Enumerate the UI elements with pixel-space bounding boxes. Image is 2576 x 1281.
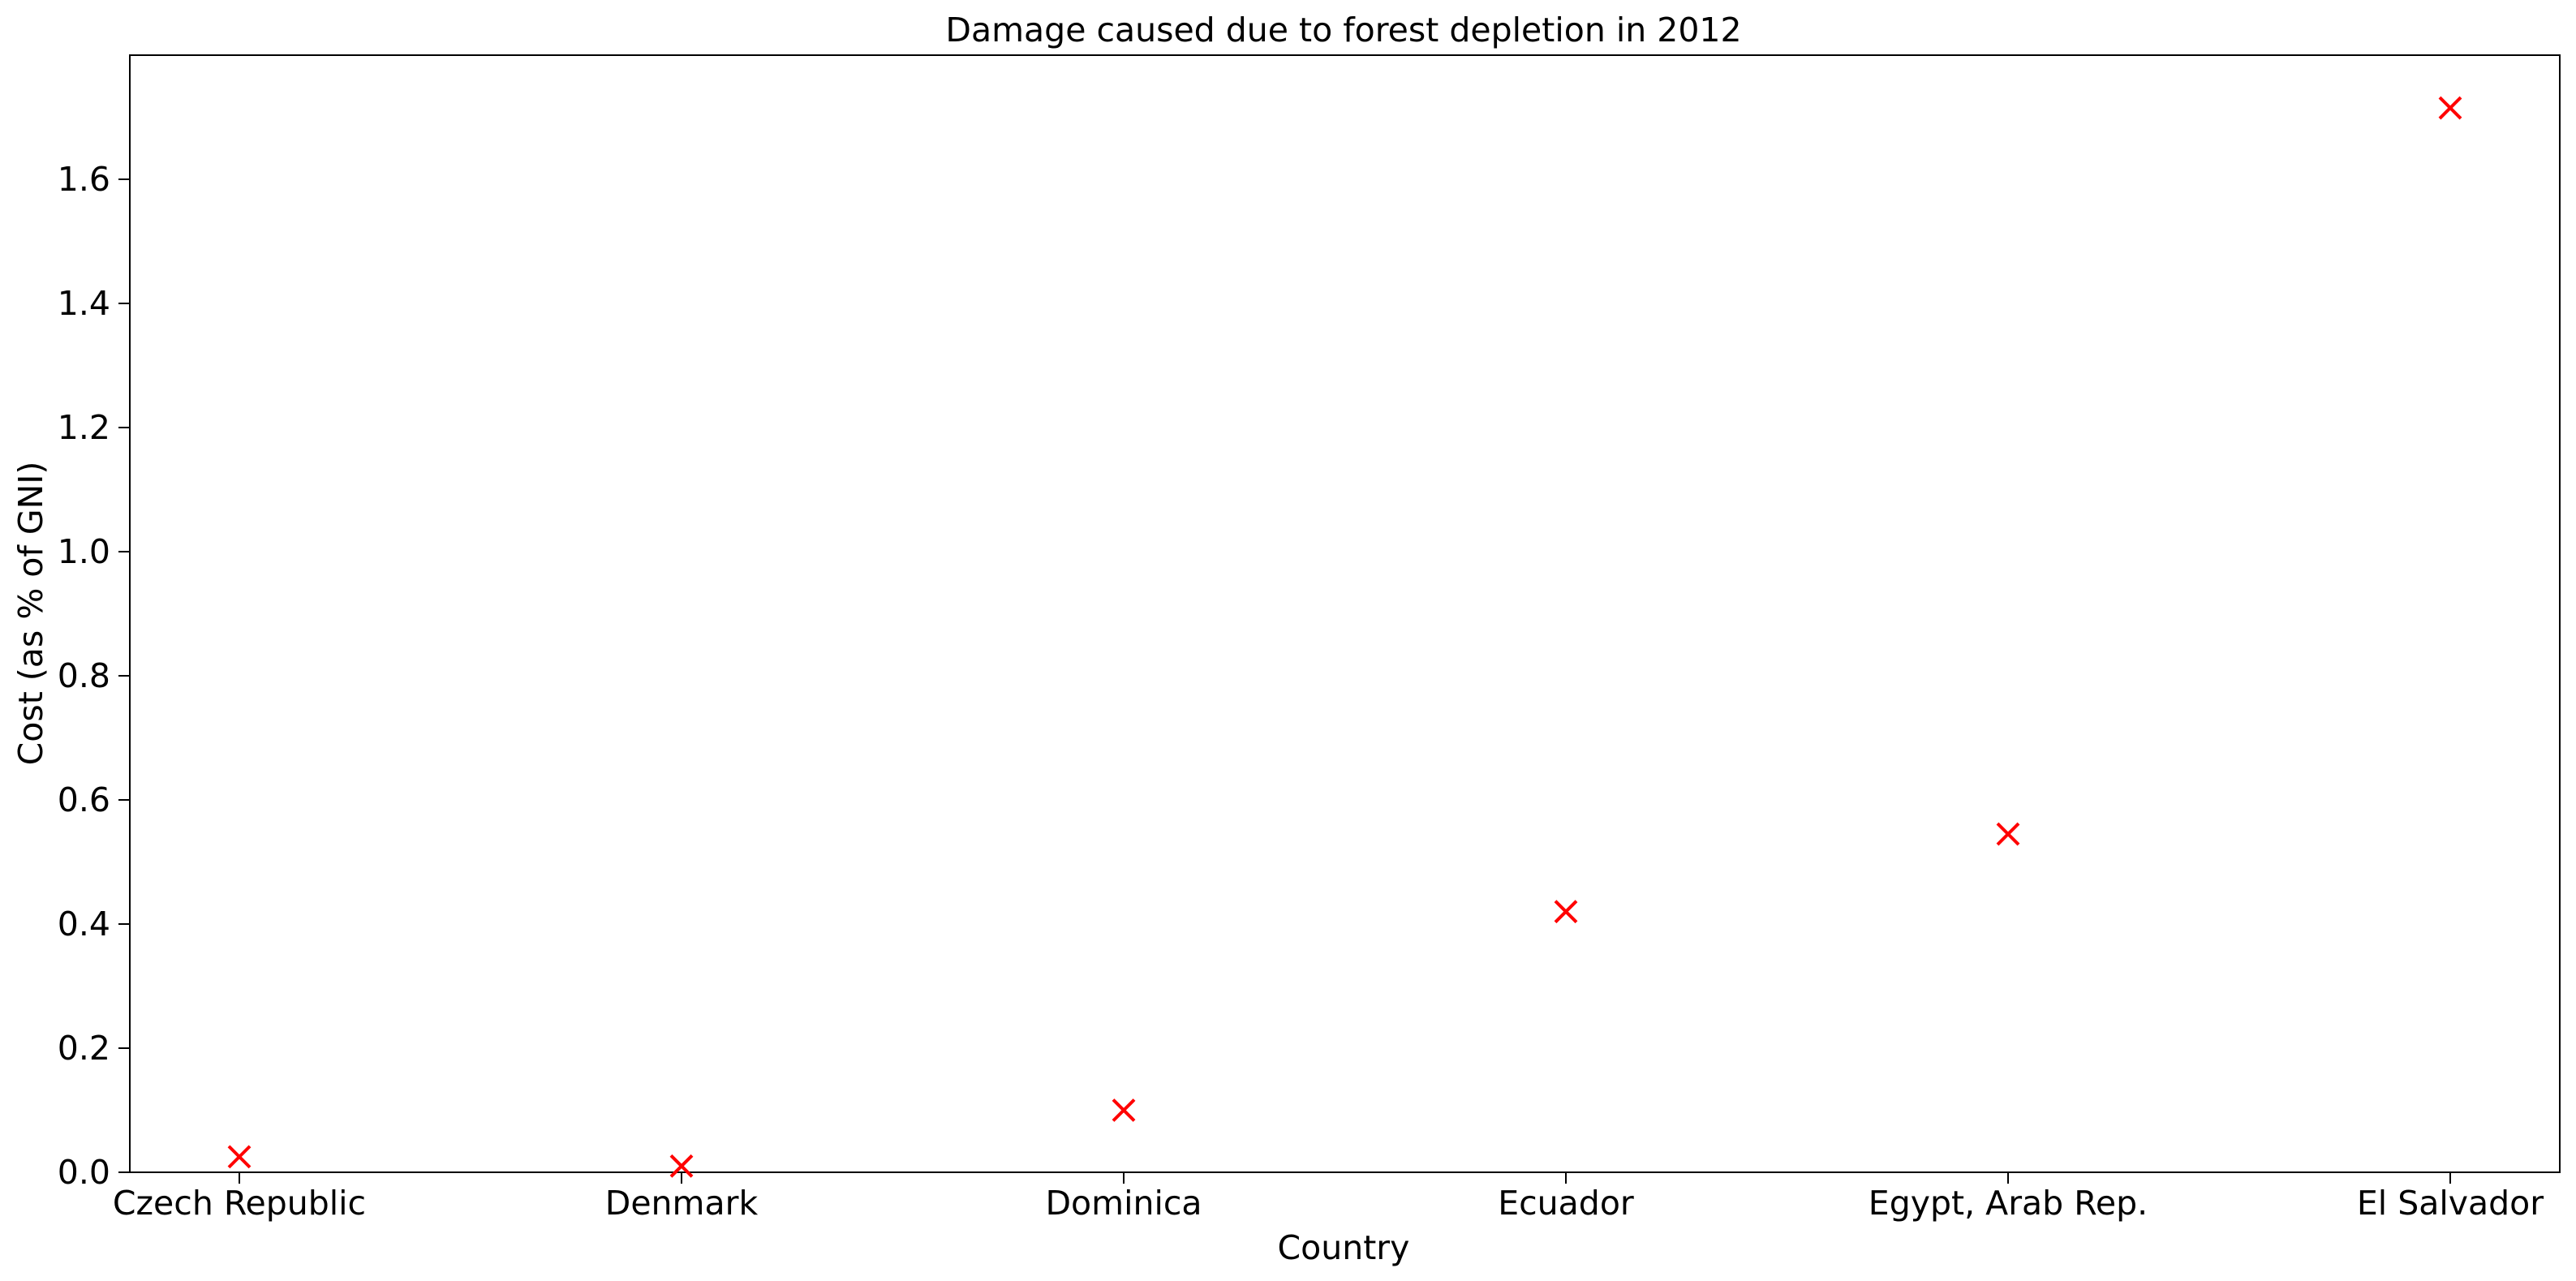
y-tick-label: 0.6 [58,780,110,819]
x-axis: Czech Republic Denmark Dominica Ecuador Egyp… [113,1172,2544,1223]
y-axis-label: Cost (as % of GNI) [11,462,50,766]
x-tick-label: El Salvador [2357,1184,2544,1223]
chart-title: Damage caused due to forest depletion in… [945,11,1741,49]
x-tick-label: Denmark [605,1184,759,1223]
y-tick-label: 0.2 [58,1029,110,1068]
x-axis-label: Country [1278,1228,1410,1267]
x-tick-label: Egypt, Arab Rep. [1869,1184,2148,1223]
y-tick-label: 1.0 [58,532,110,571]
x-tick-label: Ecuador [1498,1184,1634,1223]
plot-area [129,54,2561,1173]
y-tick-label: 0.0 [58,1153,110,1192]
data-point [2438,96,2462,120]
data-point [669,1154,694,1178]
data-point [1996,822,2020,846]
y-tick-label: 0.8 [58,656,110,695]
y-tick-label: 1.6 [58,160,110,199]
y-tick-label: 1.4 [58,284,110,323]
x-tick-label: Czech Republic [113,1184,366,1223]
data-point [1112,1098,1136,1122]
y-tick-label: 1.2 [58,408,110,447]
y-axis: 0.0 0.2 0.4 0.6 0.8 1.0 1.2 1.4 1.6 [58,160,130,1192]
data-point [227,1145,252,1169]
data-point [1554,900,1578,924]
data-points [227,96,2462,1178]
x-tick-label: Dominica [1045,1184,1202,1223]
y-tick-label: 0.4 [58,905,110,944]
